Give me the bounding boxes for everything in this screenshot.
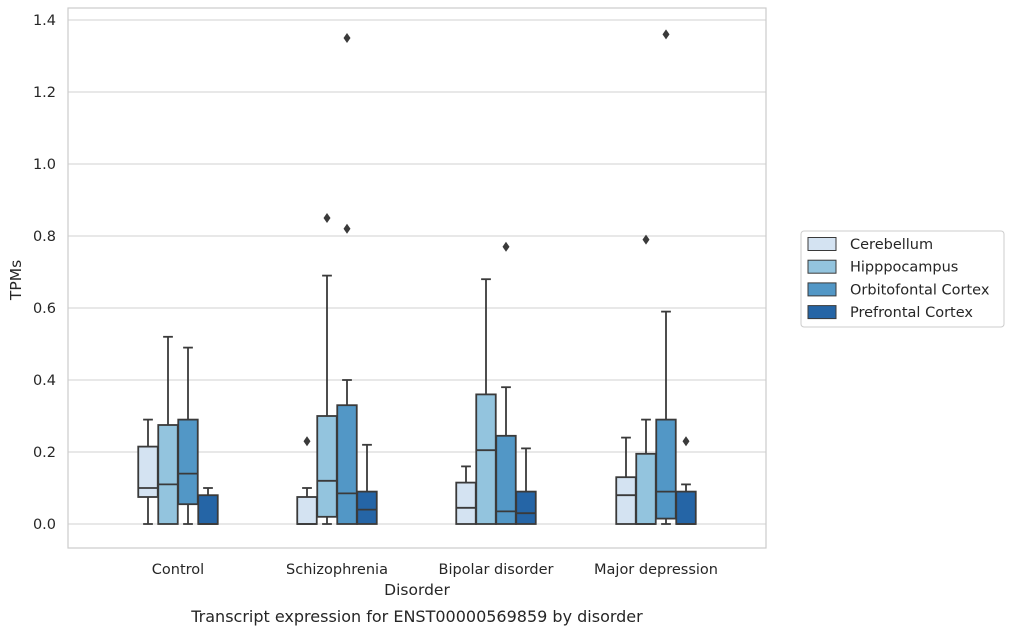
legend-swatch [807, 259, 837, 274]
outlier-point [343, 223, 351, 234]
x-tick-label: Control [152, 562, 204, 578]
outlier-point [642, 234, 650, 245]
box-2-2 [495, 241, 517, 525]
legend: Cerebellum Hipppocampus Orbitofontal Corte… [800, 230, 1005, 328]
chart-caption: Transcript expression for ENST0000056985… [190, 607, 643, 626]
legend-label: Orbitofontal Cortex [850, 282, 990, 298]
legend-swatch [807, 305, 837, 320]
x-axis-title: Disorder [384, 581, 450, 599]
legend-swatch [807, 237, 837, 251]
box-3-0 [197, 487, 219, 525]
outlier-point [343, 33, 351, 43]
y-tick-label: 1.2 [33, 85, 56, 101]
box [675, 490, 697, 525]
y-tick-label: 0.8 [33, 229, 56, 245]
box-2-1 [336, 33, 358, 525]
box-1-3 [635, 234, 657, 525]
box [336, 404, 358, 525]
outlier-point [303, 436, 311, 447]
box [316, 415, 338, 518]
box [356, 490, 378, 525]
legend-label: Hipppocampus [850, 260, 958, 276]
box [157, 424, 179, 525]
box [137, 445, 159, 498]
legend-label: Prefrontal Cortex [850, 305, 973, 321]
box-0-1 [296, 436, 318, 525]
outlier-point [502, 241, 510, 252]
x-tick-label: Schizophrenia [286, 562, 388, 578]
y-tick-label: 0.4 [33, 373, 56, 389]
box-3-1 [356, 443, 378, 525]
y-tick-label: 0.0 [33, 517, 56, 533]
legend-swatch [807, 282, 837, 297]
x-tick-label: Major depression [594, 562, 718, 578]
box-1-2 [475, 278, 497, 525]
box-2-3 [655, 29, 677, 525]
box-3-3 [675, 436, 697, 525]
y-tick-labels: 0.0 0.2 0.4 0.6 0.8 1.0 1.2 1.4 [33, 13, 56, 533]
x-tick-labels: Control Schizophrenia Bipolar disorder Majo… [152, 562, 718, 578]
box-1-1 [316, 213, 338, 525]
x-tick-label: Bipolar disorder [439, 562, 554, 578]
box [655, 418, 677, 520]
plot-area-frame [67, 7, 767, 549]
legend-frame [800, 230, 1005, 328]
box [615, 476, 637, 525]
box [177, 418, 199, 506]
box-0-2 [455, 465, 477, 525]
box-2-0 [177, 346, 199, 525]
box [495, 434, 517, 525]
box-3-2 [515, 447, 537, 525]
box [515, 490, 537, 525]
y-tick-label: 0.6 [33, 301, 56, 317]
y-axis-title: TPMs [7, 260, 25, 301]
box [455, 481, 477, 525]
box [296, 496, 318, 525]
y-tick-label: 0.2 [33, 445, 56, 461]
y-tick-label: 1.4 [33, 13, 56, 29]
box [197, 494, 219, 525]
box [635, 452, 657, 525]
outlier-point [682, 436, 690, 447]
box-1-0 [157, 335, 179, 525]
legend-label: Cerebellum [850, 237, 933, 253]
outlier-point [323, 213, 331, 223]
box [475, 393, 497, 525]
box-0-3 [615, 436, 637, 525]
box-series [137, 29, 697, 525]
box-0-0 [137, 418, 159, 525]
outlier-point [662, 29, 670, 40]
y-tick-label: 1.0 [33, 157, 56, 173]
